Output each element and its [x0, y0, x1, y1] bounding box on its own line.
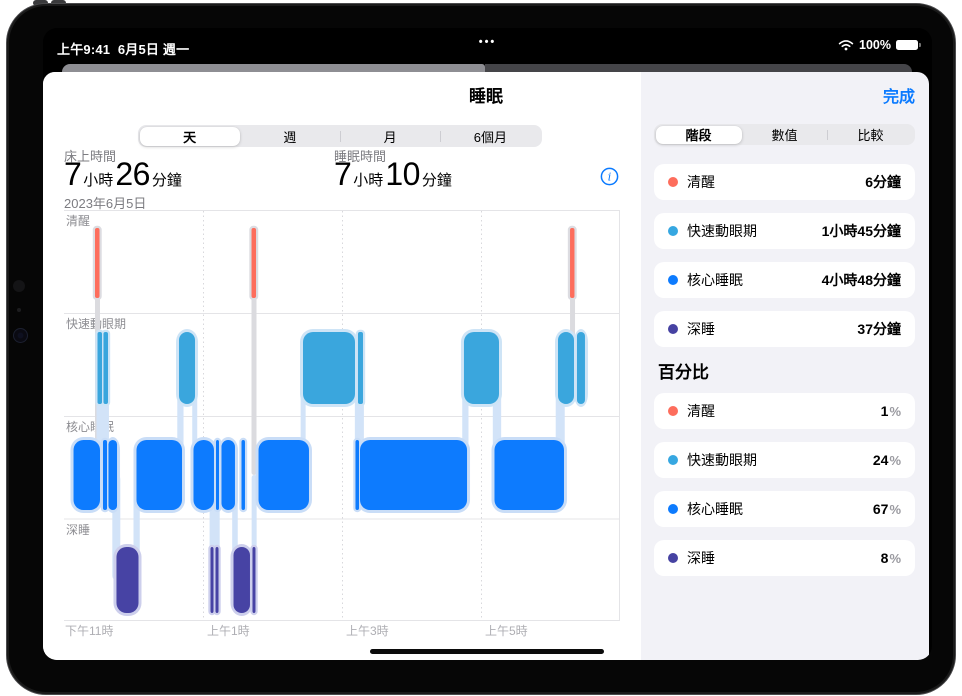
- percent-sign: %: [889, 550, 901, 566]
- tab-stageview-0[interactable]: 階段: [655, 125, 742, 144]
- stage-percent: 8: [880, 550, 889, 566]
- tab-stageview-1[interactable]: 數值: [742, 126, 828, 144]
- percent-row: 深睡 8%: [654, 540, 915, 576]
- stage-color-dot-icon: [668, 553, 678, 563]
- sleep-detail-sheet: 睡眠 完成 天 週 月 6個月 床上時間 7 小時 26 分鐘 睡眠時間 7 小時 1…: [43, 72, 929, 660]
- ipad-device-frame: 上午9:41 6月5日 週一 ••• 100%: [6, 3, 956, 695]
- in-bed-value: 7 小時 26 分鐘: [64, 156, 184, 193]
- screen: 上午9:41 6月5日 週一 ••• 100%: [43, 28, 932, 660]
- tab-period-1[interactable]: 週: [240, 127, 340, 146]
- stage-name: 清醒: [687, 403, 715, 419]
- stage-name: 清醒: [687, 174, 715, 190]
- mic-dot-icon: [17, 308, 21, 312]
- stage-color-dot-icon: [668, 504, 678, 514]
- stage-color-dot-icon: [668, 177, 678, 187]
- period-segmented-control: 天 週 月 6個月: [138, 125, 542, 147]
- svg-text:i: i: [608, 170, 612, 183]
- dimmed-background-app: [485, 64, 912, 73]
- percent-row: 快速動眼期 24%: [654, 442, 915, 478]
- stage-name: 深睡: [687, 321, 715, 337]
- stage-name: 快速動眼期: [687, 223, 757, 239]
- asleep-minutes: 10: [385, 156, 420, 192]
- percent-row: 清醒 1%: [654, 393, 915, 429]
- percentage-header: 百分比: [658, 363, 709, 382]
- in-bed-label: 床上時間: [64, 149, 117, 164]
- svg-text:下午11時: 下午11時: [65, 624, 113, 638]
- tab-stageview-2[interactable]: 比較: [827, 126, 914, 144]
- status-date: 6月5日 週一: [117, 42, 190, 57]
- percent-sign: %: [889, 501, 901, 517]
- segment-divider: [339, 130, 341, 142]
- camera-lens-icon: [13, 328, 28, 343]
- asleep-value: 7 小時 10 分鐘: [334, 156, 454, 193]
- segment-label: 週: [283, 129, 297, 145]
- segment-divider: [439, 130, 441, 142]
- sleep-stages-chart[interactable]: 下午11時上午1時上午3時上午5時清醒快速動眼期核心睡眠深睡: [64, 210, 620, 640]
- hours-unit: 小時: [353, 172, 384, 189]
- svg-text:上午1時: 上午1時: [207, 624, 250, 638]
- battery-percent: 100%: [859, 38, 891, 52]
- stage-row: 快速動眼期 1小時45分鐘: [654, 213, 915, 249]
- stage-duration: 6分鐘: [865, 174, 901, 190]
- asleep-hours: 7: [334, 156, 352, 192]
- stage-duration: 37分鐘: [857, 321, 901, 337]
- percent-sign: %: [889, 403, 901, 419]
- hours-unit: 小時: [83, 172, 114, 189]
- segment-label: 數值: [771, 128, 798, 143]
- status-time: 上午9:41: [57, 42, 111, 57]
- stage-color-dot-icon: [668, 406, 678, 416]
- segment-label: 月: [383, 129, 397, 145]
- front-camera-icon: [13, 280, 25, 292]
- svg-text:清醒: 清醒: [66, 214, 90, 228]
- stage-row: 核心睡眠 4小時48分鐘: [654, 262, 915, 298]
- stage-name: 快速動眼期: [687, 452, 757, 468]
- stage-name: 核心睡眠: [687, 501, 743, 517]
- status-time-date: 上午9:41 6月5日 週一: [57, 39, 189, 58]
- svg-text:深睡: 深睡: [66, 523, 90, 537]
- minutes-unit: 分鐘: [421, 172, 452, 189]
- segment-label: 天: [183, 129, 197, 145]
- home-indicator[interactable]: [370, 649, 604, 654]
- in-bed-minutes: 26: [115, 156, 150, 192]
- stage-name: 核心睡眠: [687, 272, 743, 288]
- dimmed-background-app: [62, 64, 485, 73]
- svg-text:上午3時: 上午3時: [346, 624, 389, 638]
- info-icon[interactable]: i: [600, 167, 619, 186]
- stage-color-dot-icon: [668, 275, 678, 285]
- date-label: 2023年6月5日: [64, 196, 147, 211]
- stage-color-dot-icon: [668, 455, 678, 465]
- svg-text:上午5時: 上午5時: [485, 624, 528, 638]
- done-button[interactable]: 完成: [883, 83, 915, 107]
- stage-percent: 1: [880, 403, 889, 419]
- segment-label: 6個月: [473, 129, 507, 145]
- battery-icon: [896, 39, 921, 51]
- percent-row: 核心睡眠 67%: [654, 491, 915, 527]
- stage-row: 深睡 37分鐘: [654, 311, 915, 347]
- segment-label: 比較: [857, 128, 884, 143]
- stage-color-dot-icon: [668, 226, 678, 236]
- sleep-chart-svg: 下午11時上午1時上午3時上午5時清醒快速動眼期核心睡眠深睡: [64, 210, 620, 638]
- segment-label: 階段: [685, 128, 712, 143]
- stage-name: 深睡: [687, 550, 715, 566]
- percent-sign: %: [889, 452, 901, 468]
- tab-period-2[interactable]: 月: [339, 127, 440, 146]
- asleep-label: 睡眠時間: [334, 149, 387, 164]
- stage-duration: 4小時48分鐘: [821, 272, 901, 288]
- status-bar: 上午9:41 6月5日 週一 ••• 100%: [43, 28, 932, 64]
- stage-percent: 24: [872, 452, 889, 468]
- tab-period-0[interactable]: 天: [139, 126, 240, 146]
- minutes-unit: 分鐘: [151, 172, 182, 189]
- page-title: 睡眠: [469, 87, 503, 106]
- multitask-ellipsis-icon[interactable]: •••: [478, 36, 497, 48]
- stage-view-segmented-control: 階段 數值 比較: [654, 124, 915, 145]
- tab-period-3[interactable]: 6個月: [439, 127, 540, 146]
- stage-duration: 1小時45分鐘: [821, 223, 901, 239]
- stage-color-dot-icon: [668, 324, 678, 334]
- stage-percent: 67: [872, 501, 889, 517]
- stage-row: 清醒 6分鐘: [654, 164, 915, 200]
- segment-divider: [827, 129, 828, 140]
- wifi-icon: [838, 40, 854, 51]
- in-bed-hours: 7: [64, 156, 82, 192]
